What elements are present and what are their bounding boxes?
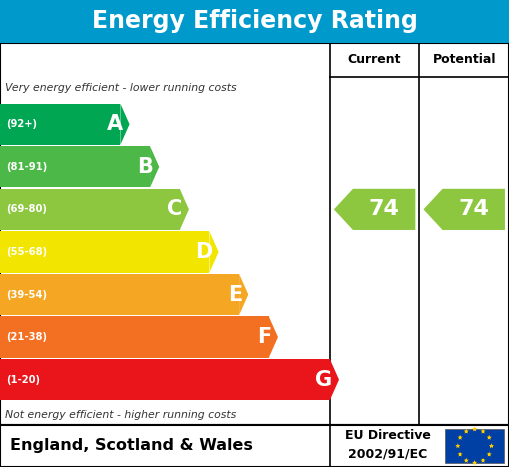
Polygon shape [472, 426, 477, 432]
Text: F: F [258, 327, 272, 347]
Text: C: C [167, 199, 183, 219]
Polygon shape [458, 435, 463, 440]
Bar [0, 146, 150, 187]
Polygon shape [239, 274, 248, 315]
Polygon shape [472, 460, 477, 465]
Text: Not energy efficient - higher running costs: Not energy efficient - higher running co… [5, 410, 236, 420]
Polygon shape [209, 231, 218, 273]
Bar [0, 274, 239, 315]
Polygon shape [480, 458, 486, 463]
Polygon shape [150, 146, 159, 187]
Polygon shape [489, 443, 494, 448]
Text: 74: 74 [369, 199, 400, 219]
Text: Energy Efficiency Rating: Energy Efficiency Rating [92, 9, 417, 34]
Bar [0, 317, 269, 358]
Polygon shape [458, 452, 463, 457]
Polygon shape [480, 429, 486, 434]
Polygon shape [464, 458, 469, 463]
Polygon shape [269, 317, 278, 358]
Text: England, Scotland & Wales: England, Scotland & Wales [10, 439, 253, 453]
Polygon shape [180, 189, 189, 230]
Bar [0, 0, 509, 43]
Text: (39-54): (39-54) [6, 290, 47, 299]
Bar [445, 429, 504, 463]
Text: G: G [316, 370, 332, 389]
Bar [0, 231, 209, 273]
Text: (1-20): (1-20) [6, 375, 40, 385]
Text: A: A [107, 114, 123, 134]
Text: 74: 74 [458, 199, 489, 219]
Text: (69-80): (69-80) [6, 205, 47, 214]
Bar [0, 104, 121, 145]
Text: (55-68): (55-68) [6, 247, 47, 257]
Text: (92+): (92+) [6, 119, 37, 129]
Text: D: D [195, 242, 212, 262]
Text: 2002/91/EC: 2002/91/EC [348, 448, 427, 461]
Polygon shape [121, 104, 130, 145]
Polygon shape [334, 189, 415, 230]
Text: Very energy efficient - lower running costs: Very energy efficient - lower running co… [5, 83, 237, 93]
Bar [0, 43, 509, 425]
Text: E: E [228, 284, 242, 304]
Polygon shape [464, 429, 469, 434]
Text: Potential: Potential [433, 53, 496, 66]
Polygon shape [330, 359, 339, 400]
Polygon shape [487, 435, 492, 440]
Polygon shape [487, 452, 492, 457]
Bar [0, 425, 509, 467]
Text: (21-38): (21-38) [6, 332, 47, 342]
Text: (81-91): (81-91) [6, 162, 47, 172]
Polygon shape [423, 189, 505, 230]
Text: EU Directive: EU Directive [345, 429, 431, 442]
Bar [0, 359, 330, 400]
Bar [0, 189, 180, 230]
Text: Current: Current [348, 53, 402, 66]
Text: B: B [137, 157, 153, 177]
Polygon shape [455, 443, 461, 448]
